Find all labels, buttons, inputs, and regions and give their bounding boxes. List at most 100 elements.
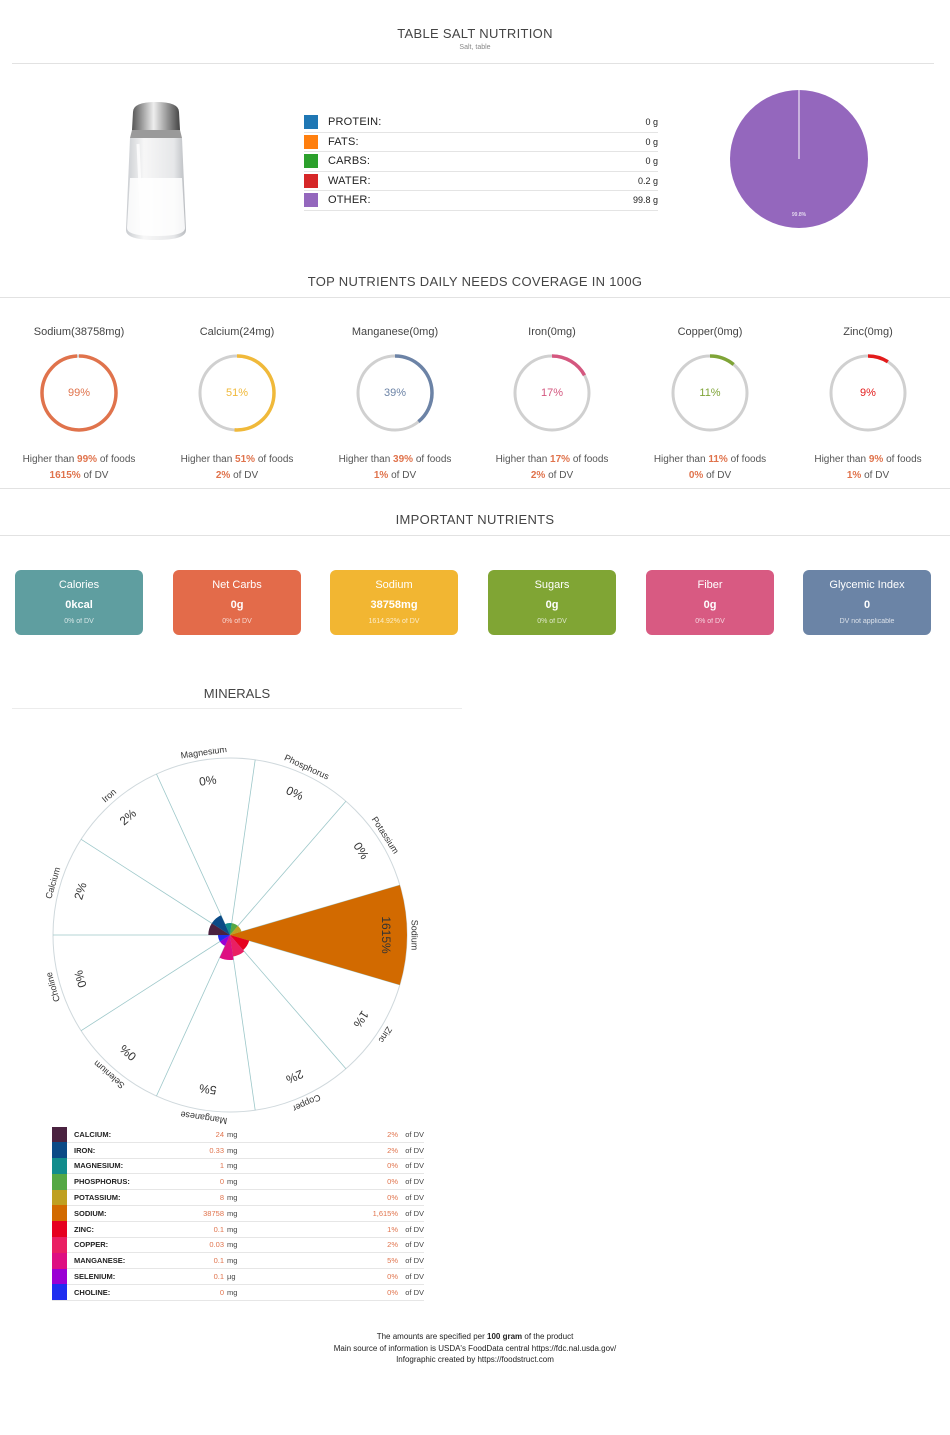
macro-label: CARBS: <box>328 155 371 168</box>
polar-value-label: 0% <box>351 840 372 862</box>
polar-value-label: 0% <box>71 968 89 989</box>
card-value: 0g <box>703 599 717 611</box>
coverage-dv-value: 1% <box>373 470 389 481</box>
polar-category-label: Choline <box>44 971 62 1003</box>
nutrient-card: Calories 0kcal 0% of DV <box>15 570 143 635</box>
coverage-higher-label: Higher than <box>814 454 867 465</box>
important-divider <box>0 535 950 536</box>
macro-value: 0 g <box>645 136 658 147</box>
mineral-name: COPPER: <box>74 1240 109 1250</box>
mineral-swatch <box>52 1189 67 1206</box>
coverage-of-foods: of foods <box>257 454 294 465</box>
card-title: Net Carbs <box>212 579 262 591</box>
coverage-ring-progress <box>671 354 749 432</box>
card-value: 0g <box>230 599 244 611</box>
pie-label: 99.8% <box>792 212 807 218</box>
polar-sector <box>230 935 250 951</box>
macro-row-fats: FATS: 0 g <box>304 133 658 152</box>
mineral-name: MAGNESIUM: <box>74 1161 124 1171</box>
mineral-swatch <box>52 1205 67 1222</box>
coverage-of-dv: of DV <box>391 470 417 481</box>
coverage-higher-value: 51% <box>235 454 256 465</box>
mineral-row: ZINC: 0.1 mg 1% of DV <box>52 1221 424 1238</box>
card-title: Sugars <box>534 579 570 591</box>
macro-label: FATS: <box>328 135 359 148</box>
coverage-nutrient-name: Manganese(0mg) <box>351 326 439 338</box>
coverage-percent: 39% <box>383 387 407 399</box>
header-divider <box>12 63 934 64</box>
mineral-dv: 1% <box>387 1224 398 1234</box>
polar-value-label: 2% <box>71 880 89 901</box>
card-dv: 1614.92% of DV <box>368 618 420 625</box>
polar-sector <box>230 885 407 985</box>
macros-pie-chart: 99.8% <box>730 90 868 228</box>
macro-swatch <box>304 154 318 169</box>
macro-value: 0.2 g <box>637 175 658 186</box>
polar-category-label: Sodium <box>410 920 420 951</box>
footer-credit: Infographic created by https://foodstruc… <box>396 1355 554 1364</box>
mineral-amount: 0 <box>219 1177 224 1187</box>
nutrient-card: Net Carbs 0g 0% of DV <box>173 570 301 635</box>
mineral-swatch <box>52 1237 67 1253</box>
polar-spoke <box>80 934 231 1032</box>
card-title: Sodium <box>375 579 413 591</box>
mineral-dv-unit: of DV <box>405 1161 424 1171</box>
coverage-dv-value: 2% <box>530 470 546 481</box>
mineral-dv: 5% <box>387 1256 398 1266</box>
mineral-swatch <box>52 1126 67 1143</box>
macro-row-carbs: CARBS: 0 g <box>304 152 658 172</box>
polar-category-label: Copper <box>291 1092 322 1113</box>
nutrient-card: Fiber 0g 0% of DV <box>646 570 774 635</box>
coverage-ring-progress <box>356 354 434 432</box>
nutrient-card: Glycemic Index 0 DV not applicable <box>803 570 931 635</box>
mineral-name: SELENIUM: <box>74 1272 116 1282</box>
salt-shaker-image <box>126 102 186 240</box>
mineral-name: ZINC: <box>74 1224 94 1234</box>
mineral-row: IRON: 0.33 mg 2% of DV <box>52 1142 424 1159</box>
mineral-unit: mg <box>227 1145 238 1155</box>
mineral-dv-unit: of DV <box>405 1177 424 1187</box>
coverage-dv: 1% of DV <box>316 470 474 481</box>
mineral-amount: 0.1 <box>213 1272 224 1282</box>
card-dv: 0% of DV <box>222 618 252 625</box>
coverage-item: Iron(0mg) 17% Higher than 17% of foods 2% o… <box>473 326 631 481</box>
polar-spoke <box>229 759 256 936</box>
coverage-bottom-divider <box>0 488 950 489</box>
polar-value-label: 1% <box>350 1008 371 1030</box>
coverage-dv-value: 1615% <box>49 470 81 481</box>
card-title: Fiber <box>697 579 723 591</box>
macro-value: 0 g <box>645 156 658 167</box>
mineral-row: PHOSPHORUS: 0 mg 0% of DV <box>52 1173 424 1191</box>
mineral-amount: 38758 <box>203 1208 224 1218</box>
coverage-higher-than: Higher than 51% of foods <box>158 454 316 465</box>
coverage-ring: 17% <box>512 353 592 433</box>
mineral-unit: mg <box>227 1208 238 1218</box>
macro-swatch <box>304 173 318 188</box>
coverage-higher-value: 9% <box>868 454 884 465</box>
card-value: 38758mg <box>370 599 418 611</box>
polar-spoke <box>229 934 400 986</box>
footer-basis: The amounts are specified per 100 gram o… <box>0 1332 950 1341</box>
card-dv: 0% of DV <box>695 618 725 625</box>
mineral-row: SODIUM: 38758 mg 1,615% of DV <box>52 1205 424 1222</box>
polar-sector <box>219 935 234 960</box>
mineral-unit: mg <box>227 1256 238 1266</box>
macro-label: PROTEIN: <box>328 116 382 129</box>
coverage-ring: 9% <box>828 353 908 433</box>
mineral-dv-unit: of DV <box>405 1129 424 1139</box>
page-subtitle: Salt, table <box>459 44 491 51</box>
coverage-nutrient-name: Iron(0mg) <box>528 326 576 338</box>
coverage-higher-label: Higher than <box>180 454 233 465</box>
mineral-row: COPPER: 0.03 mg 2% of DV <box>52 1237 424 1254</box>
coverage-dv-value: 1% <box>846 470 862 481</box>
coverage-of-dv: of DV <box>83 470 109 481</box>
coverage-divider <box>0 297 950 298</box>
mineral-swatch <box>52 1268 67 1285</box>
coverage-higher-than: Higher than 11% of foods <box>631 454 789 465</box>
polar-spoke <box>229 884 400 936</box>
mineral-unit: mg <box>227 1161 238 1171</box>
footer-source: Main source of information is USDA's Foo… <box>333 1344 617 1353</box>
coverage-section-title: TOP NUTRIENTS DAILY NEEDS COVERAGE IN 10… <box>307 274 643 289</box>
macro-value: 0 g <box>645 117 658 128</box>
footer-basis-post: of the product <box>524 1332 574 1341</box>
